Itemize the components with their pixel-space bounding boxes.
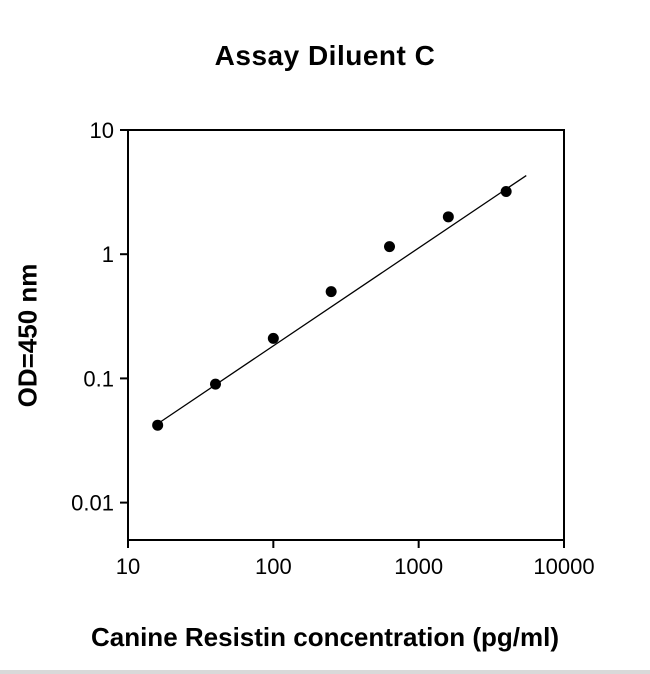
- x-tick-label: 1000: [394, 554, 443, 579]
- chart-title: Assay Diluent C: [214, 40, 436, 71]
- data-point: [384, 241, 396, 253]
- data-point: [500, 185, 512, 197]
- data-point: [152, 419, 164, 431]
- fit-line: [153, 174, 527, 428]
- x-tick-label: 10000: [533, 554, 594, 579]
- data-point: [209, 378, 221, 390]
- y-tick-label: 0.01: [71, 491, 114, 516]
- plot-border: [127, 129, 565, 541]
- x-axis-label: Canine Resistin concentration (pg/ml): [90, 622, 560, 652]
- data-point: [442, 211, 454, 223]
- x-tick-label: 10: [116, 554, 140, 579]
- x-tick-label: 100: [255, 554, 292, 579]
- data-point: [325, 286, 337, 298]
- data-point: [267, 332, 279, 344]
- y-tick-label: 10: [90, 118, 114, 143]
- bottom-divider: [0, 670, 650, 674]
- y-tick-label: 1: [102, 242, 114, 267]
- y-tick-label: 0.1: [83, 366, 114, 391]
